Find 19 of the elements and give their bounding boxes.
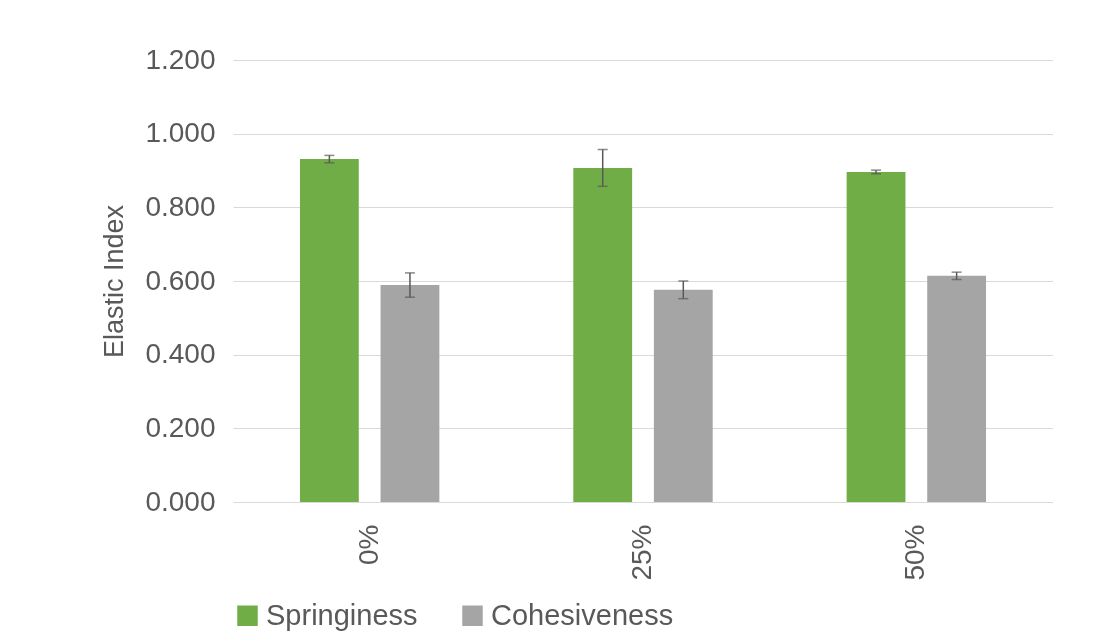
y-tick-label: 0.600: [145, 264, 216, 296]
x-tick-label: 25%: [626, 524, 657, 581]
bar: [573, 167, 633, 502]
y-tick-label: 0.200: [145, 411, 216, 443]
y-tick-label: 1.000: [145, 117, 216, 149]
y-axis-title: Elastic Index: [99, 204, 130, 359]
legend-label: Cohesiveness: [491, 598, 674, 631]
y-tick-label: 1.200: [145, 43, 216, 75]
bar: [380, 285, 440, 502]
x-tick-label: 50%: [899, 524, 931, 581]
bar: [927, 275, 987, 502]
bar: [653, 289, 713, 502]
legend-label: Springiness: [266, 598, 418, 631]
x-tick-label: 0%: [352, 524, 384, 565]
bar: [846, 171, 906, 502]
y-tick-label: 0.000: [145, 485, 216, 517]
y-tick-label: 0.400: [145, 338, 216, 370]
bar: [299, 159, 359, 502]
y-tick-label: 0.800: [145, 190, 216, 222]
